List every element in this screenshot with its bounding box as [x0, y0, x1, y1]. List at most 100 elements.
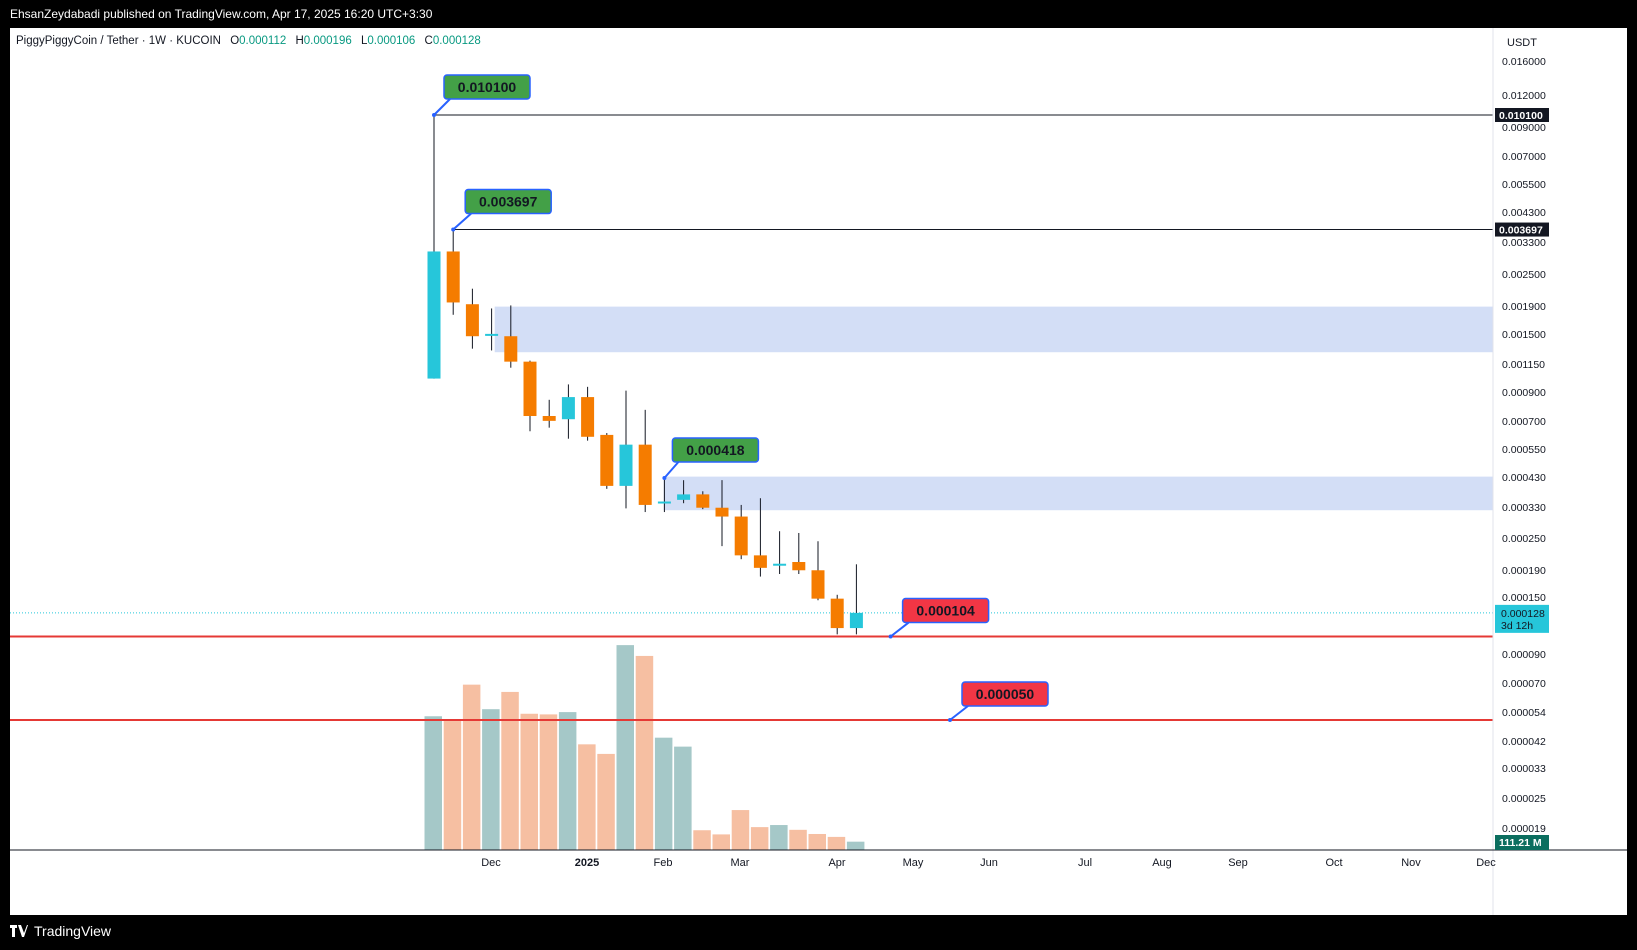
x-tick-label: Mar — [731, 857, 750, 869]
volume-bar — [424, 716, 442, 850]
y-tick-label: 0.005500 — [1502, 179, 1546, 191]
candle-body — [561, 397, 575, 420]
y-tick-label: 0.000550 — [1502, 444, 1546, 456]
volume-bar — [712, 834, 730, 850]
candle[interactable] — [542, 399, 556, 428]
callout-label: 0.000418 — [686, 442, 745, 458]
axis-currency-label[interactable]: USDT — [1507, 37, 1537, 49]
callout-label: 0.003697 — [479, 194, 538, 210]
volume-bar — [520, 713, 538, 850]
x-tick-label: Oct — [1325, 857, 1342, 869]
publisher-text: EhsanZeydabadi published on TradingView.… — [10, 7, 433, 21]
x-tick-label: Dec — [1476, 857, 1496, 869]
candle[interactable] — [811, 541, 825, 601]
callout-pointer — [433, 98, 451, 116]
supply-zone[interactable] — [494, 306, 1493, 353]
callout-pointer — [889, 621, 910, 638]
candle-body — [523, 361, 537, 417]
callout-box — [464, 188, 552, 215]
y-tick-label: 0.012000 — [1502, 90, 1546, 102]
candle[interactable] — [446, 229, 460, 315]
candle-body — [677, 494, 691, 500]
candle[interactable] — [753, 498, 767, 577]
candle[interactable] — [600, 433, 614, 489]
volume-bar — [674, 746, 692, 850]
countdown-label: 3d 12h — [1501, 620, 1533, 632]
candle-body — [696, 494, 710, 508]
x-tick-label: Dec — [481, 857, 501, 869]
callout-box — [671, 437, 760, 463]
current-price-label: 0.000128 — [1501, 608, 1545, 620]
y-tick-label: 0.000330 — [1502, 502, 1546, 514]
candle[interactable] — [504, 305, 518, 368]
open-key: O — [230, 35, 240, 47]
tradingview-logo-icon — [10, 925, 28, 937]
candle[interactable] — [619, 390, 633, 509]
candle-body — [427, 251, 441, 379]
candle[interactable] — [427, 115, 441, 379]
x-tick-label: 2025 — [575, 857, 599, 869]
price-callout[interactable]: 0.000104 — [888, 597, 990, 639]
x-tick-label: Jun — [980, 857, 998, 869]
price-badge — [1495, 222, 1549, 237]
y-tick-label: 0.004300 — [1502, 207, 1546, 219]
price-callout[interactable]: 0.000418 — [662, 437, 760, 480]
chart-frame — [10, 28, 1627, 915]
candle-body — [600, 434, 614, 486]
candle[interactable] — [657, 477, 671, 513]
candle-body — [849, 612, 863, 629]
candle[interactable] — [849, 564, 863, 635]
high-value: 0.000196 — [303, 35, 352, 47]
volume-bar — [578, 744, 596, 850]
callout-box — [961, 681, 1049, 707]
y-tick-label: 0.000430 — [1502, 472, 1546, 484]
supply-zone[interactable] — [663, 476, 1493, 511]
callout-anchor — [888, 634, 893, 639]
current-price-badge — [1495, 604, 1549, 633]
candle-body — [830, 598, 844, 629]
price-callout[interactable]: 0.000050 — [948, 681, 1049, 722]
price-callout[interactable]: 0.010100 — [432, 74, 531, 117]
callout-anchor — [948, 718, 952, 722]
x-tick-label: Nov — [1401, 857, 1421, 869]
candle[interactable] — [561, 384, 575, 439]
volume-bar — [462, 684, 481, 850]
callout-label: 0.000050 — [976, 686, 1035, 702]
volume-bar — [482, 709, 500, 850]
volume-bar — [501, 691, 519, 850]
y-tick-label: 0.001150 — [1502, 359, 1545, 371]
price-chart[interactable]: 0.010100 0.003697 0.000418 0.000104 0.000050… — [10, 28, 1627, 915]
candle[interactable] — [734, 504, 748, 560]
volume-bar — [539, 714, 558, 850]
symbol-name[interactable]: PiggyPiggyCoin / Tether — [16, 35, 139, 47]
interval-label[interactable]: 1W — [148, 35, 167, 47]
candle[interactable] — [523, 360, 537, 432]
volume-badge-label: 111.21 M — [1499, 837, 1542, 849]
candle[interactable] — [830, 594, 844, 635]
x-tick-label: Sep — [1228, 857, 1248, 869]
tradingview-logo[interactable]: TradingView — [10, 923, 111, 939]
candle[interactable] — [677, 480, 691, 504]
low-value: 0.000106 — [367, 35, 416, 47]
candle[interactable] — [696, 491, 710, 510]
price-badge — [1495, 108, 1549, 122]
candle[interactable] — [715, 480, 729, 547]
candle[interactable] — [581, 386, 595, 441]
volume-bar — [558, 712, 577, 850]
candle[interactable] — [792, 532, 806, 575]
callout-label: 0.010100 — [458, 79, 517, 95]
open-value: 0.000112 — [239, 35, 287, 47]
tradingview-brand: TradingView — [34, 923, 112, 939]
y-tick-label: 0.003300 — [1502, 237, 1546, 249]
volume-bar — [654, 737, 673, 850]
y-tick-label: 0.000700 — [1502, 416, 1546, 428]
volume-badge — [1495, 835, 1549, 850]
candle[interactable] — [485, 308, 499, 351]
candle[interactable] — [773, 531, 787, 575]
price-callout[interactable]: 0.003697 — [451, 188, 552, 232]
callout-box — [901, 597, 990, 624]
candle[interactable] — [465, 288, 479, 349]
footer-bar: TradingView — [0, 915, 1637, 950]
x-tick-label: Feb — [654, 857, 673, 869]
candle[interactable] — [638, 409, 652, 513]
